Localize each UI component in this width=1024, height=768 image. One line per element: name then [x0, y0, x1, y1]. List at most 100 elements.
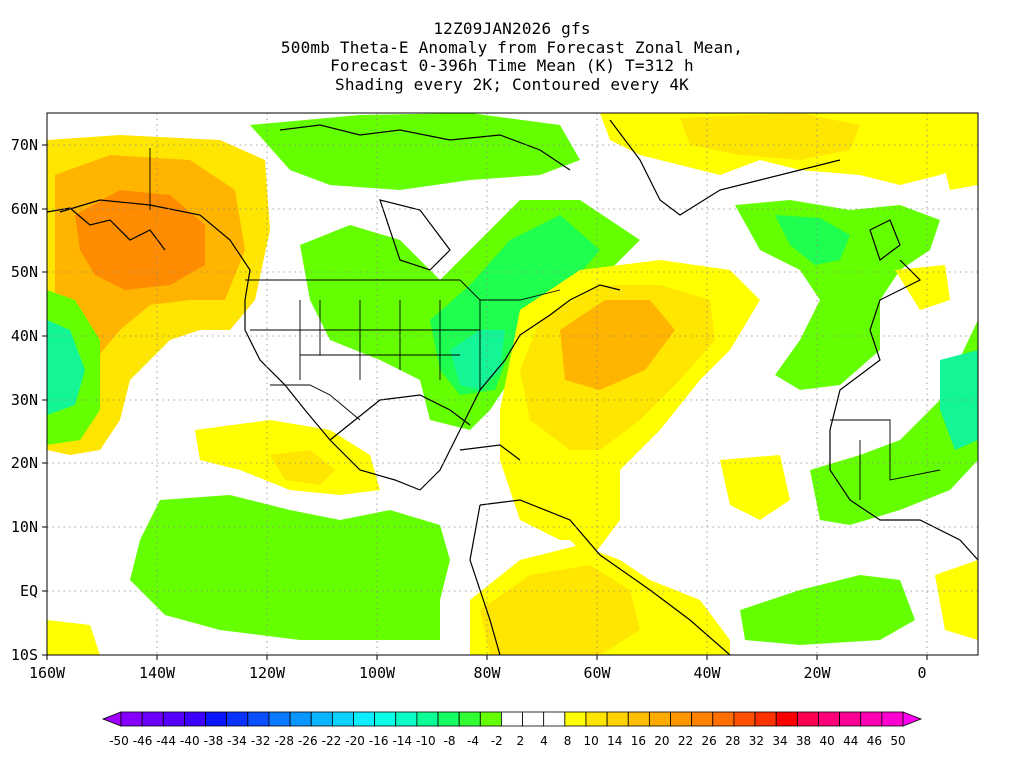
lon-label-80w: 80W	[473, 664, 501, 682]
cold-region-africa-core	[940, 350, 978, 450]
lon-label-160w: 160W	[29, 664, 66, 682]
warm-region-southamerica-core	[480, 565, 640, 655]
lat-label-70n: 70N	[11, 136, 38, 154]
colorbar-swatch	[289, 711, 312, 727]
colorbar-label: 38	[796, 734, 811, 748]
lat-label-50n: 50N	[11, 263, 38, 281]
colorbar-label: 44	[843, 734, 858, 748]
axis-ticks	[42, 144, 928, 660]
colorbar-swatch	[627, 711, 650, 727]
lon-label-60w: 60W	[583, 664, 611, 682]
colorbar-labels: -50 -46 -44 -40 -38 -34 -32 -28 -26 -22 -20 -16 -14-…	[109, 734, 905, 748]
map-frame	[46, 112, 979, 656]
colorbar-swatch	[501, 711, 523, 727]
colorbar-label: -2	[491, 734, 503, 748]
colorbar-swatch	[691, 711, 714, 727]
colorbar-label: -16	[369, 734, 389, 748]
coast-north-america-east	[419, 284, 621, 491]
colorbar-swatch	[479, 711, 502, 727]
colorbar-label: 8	[564, 734, 572, 748]
colorbar-swatch	[374, 711, 397, 727]
colorbar-label: -26	[298, 734, 318, 748]
lat-label-20n: 20N	[11, 454, 38, 472]
colorbar-swatch	[184, 711, 206, 727]
cold-region-africa	[810, 320, 978, 525]
colorbar-label: -50	[109, 734, 129, 748]
colorbar-swatch	[881, 711, 904, 727]
colorbar-label: -34	[227, 734, 247, 748]
colorbar-swatches	[101, 711, 923, 727]
warm-region-iberia	[895, 265, 950, 310]
lon-label-0: 0	[917, 664, 926, 682]
colorbar-swatch	[585, 711, 608, 727]
coastlines	[47, 119, 978, 655]
lat-label-30n: 30N	[11, 391, 38, 409]
warm-region-westafrica	[720, 455, 790, 520]
lon-label-140w: 140W	[139, 664, 176, 682]
warm-region-atlantic-max	[560, 300, 675, 390]
title-line-model: 12Z09JAN2026 gfs	[433, 19, 591, 38]
shaded-field	[47, 113, 978, 655]
coast-north-america-west	[59, 199, 421, 491]
colorbar-label: -4	[467, 734, 479, 748]
colorbar-arrow-min	[101, 711, 122, 727]
colorbar-swatch	[712, 711, 735, 727]
lon-label-40w: 40W	[693, 664, 721, 682]
colorbar-swatch	[416, 711, 439, 727]
cold-region-arctic	[250, 113, 580, 190]
warm-region-alaska-max	[75, 190, 205, 290]
coast-hudson-bay	[379, 199, 451, 271]
border-states-2	[250, 329, 480, 356]
colorbar-label: -46	[133, 734, 153, 748]
colorbar-label: 10	[583, 734, 598, 748]
colorbar-label: -8	[444, 734, 456, 748]
colorbar-swatch	[458, 711, 481, 727]
title-line-shading: Shading every 2K; Contoured every 4K	[335, 74, 689, 94]
colorbar-label: 28	[725, 734, 740, 748]
warm-region-centralamerica	[500, 460, 600, 540]
colorbar-swatch	[141, 711, 164, 727]
lon-label-20w: 20W	[803, 664, 831, 682]
coast-cuba	[459, 444, 521, 461]
lat-label-60n: 60N	[11, 200, 38, 218]
political-borders	[149, 148, 941, 500]
cold-region-eqatlantic	[740, 575, 915, 645]
lat-label-eq: EQ	[20, 582, 38, 600]
colorbar-swatch	[353, 711, 376, 727]
lat-label-40n: 40N	[11, 327, 38, 345]
colorbar-swatch	[395, 711, 418, 727]
gridlines	[47, 113, 978, 655]
colorbar-label: -28	[274, 734, 294, 748]
colorbar-label: 34	[772, 734, 787, 748]
coast-arctic-islands	[279, 124, 571, 171]
colorbar-swatch	[162, 711, 185, 727]
coast-british-isles	[869, 219, 901, 261]
colorbar-swatch	[860, 711, 883, 727]
coast-alaska	[47, 207, 166, 251]
coast-south-america	[479, 499, 731, 655]
lat-label-10s: 10S	[11, 646, 38, 664]
colorbar-swatch	[120, 711, 143, 727]
colorbar-swatch	[564, 711, 587, 727]
colorbar-label: -40	[180, 734, 200, 748]
cold-region-eastpacific-core	[47, 320, 85, 415]
colorbar-label: -32	[251, 734, 271, 748]
border-states-1	[299, 300, 481, 390]
lon-label-100w: 100W	[359, 664, 396, 682]
colorbar-label: 32	[749, 734, 764, 748]
colorbar-label: -14	[392, 734, 412, 748]
coast-south-america-west	[469, 504, 501, 655]
colorbar-swatch	[796, 711, 819, 727]
colorbar-swatch	[268, 711, 291, 727]
colorbar-label: -10	[416, 734, 436, 748]
colorbar-swatch	[670, 711, 693, 727]
colorbar-label: -20	[345, 734, 365, 748]
colorbar-swatch	[310, 711, 333, 727]
warm-region-pacific-sw	[47, 620, 100, 655]
colorbar-swatch	[522, 711, 545, 727]
colorbar-swatch	[754, 711, 777, 727]
latitude-labels: 70N 60N 50N 40N 30N 20N 10N EQ 10S	[11, 136, 38, 664]
colorbar-swatch	[247, 711, 270, 727]
